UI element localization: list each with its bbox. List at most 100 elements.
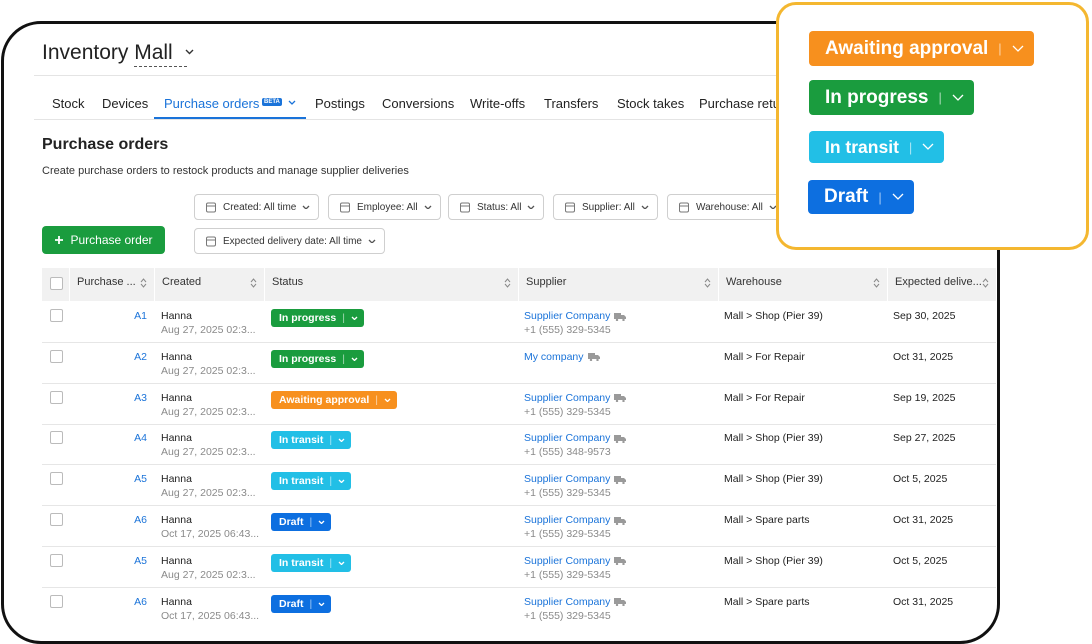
expected-delivery: Sep 27, 2025 [893, 432, 956, 445]
table-row[interactable]: A2 Hanna Aug 27, 2025 02:3... In progress | M… [42, 342, 996, 384]
status-badge-large[interactable]: In transit | [809, 131, 945, 163]
sort-icon [504, 278, 511, 288]
supplier: Supplier Company [524, 554, 627, 567]
page-title: Purchase orders [42, 136, 169, 153]
column-header[interactable]: Expected delive... [887, 268, 996, 301]
sort-icon [982, 278, 989, 288]
column-header[interactable]: Supplier [518, 268, 718, 301]
badge-divider: | [908, 139, 913, 155]
table-row[interactable]: A3 Hanna Aug 27, 2025 02:3... Awaiting appr… [42, 383, 996, 425]
nav-tab[interactable]: Purchase orders [164, 96, 260, 111]
truck-icon [614, 557, 627, 566]
filter-icon [206, 202, 216, 213]
status-badge[interactable]: In progress | [271, 309, 364, 327]
nav-tab[interactable]: Postings [315, 96, 365, 111]
chevron-icon [338, 438, 345, 443]
supplier-link[interactable]: My company [524, 350, 584, 363]
employee: Hanna [161, 554, 192, 567]
nav-tab[interactable]: Stock takes [617, 96, 685, 111]
status-badge[interactable]: In transit | [271, 553, 352, 572]
table-row[interactable]: A6 Hanna Oct 17, 2025 06:43... Draft | Suppli… [42, 505, 996, 547]
nav-tab[interactable]: Conversions [382, 96, 455, 111]
filter-chip[interactable]: Created: All time [194, 194, 320, 220]
created-date: Aug 27, 2025 02:3... [161, 324, 256, 336]
nav-tab[interactable]: Write-offs [470, 96, 526, 111]
row-checkbox[interactable] [50, 513, 63, 526]
table-row[interactable]: A4 Hanna Aug 27, 2025 02:3... In transit | Su… [42, 423, 996, 466]
order-id[interactable]: A6 [134, 595, 147, 608]
chevron-icon [384, 398, 391, 402]
order-id[interactable]: A5 [134, 554, 147, 567]
select-all-checkbox[interactable] [50, 277, 63, 290]
status-badge[interactable]: In progress | [271, 349, 364, 368]
tab-chevron[interactable] [288, 100, 296, 106]
filter-label: Expected delivery date: All time [223, 235, 362, 247]
filter-chip[interactable]: Employee: All [328, 194, 441, 220]
badge-divider: | [329, 434, 333, 447]
table-row[interactable]: A1 Hanna Aug 27, 2025 02:3... In progress | S… [42, 301, 996, 343]
nav-tab[interactable]: Stock [52, 96, 85, 111]
title-chevron[interactable] [185, 49, 194, 55]
nav-tab[interactable]: Devices [102, 96, 149, 111]
filter-chip[interactable]: Supplier: All [553, 194, 658, 220]
column-header[interactable]: Purchase ... [69, 268, 154, 301]
status-badge[interactable]: In transit | [271, 472, 352, 491]
table-row[interactable]: A5 Hanna Aug 27, 2025 02:3... In transit | Su… [42, 464, 996, 507]
nav-tab[interactable]: Transfers [544, 96, 599, 111]
filter-chip[interactable]: Status: All [448, 194, 545, 220]
order-id[interactable]: A5 [134, 473, 147, 486]
row-checkbox[interactable] [50, 390, 63, 404]
employee: Hanna [161, 514, 192, 526]
status-badge[interactable]: Awaiting approval | [271, 390, 397, 409]
filter-chip[interactable]: Warehouse: All [667, 194, 786, 220]
supplier-link[interactable]: Supplier Company [524, 310, 611, 322]
employee: Hanna [161, 350, 192, 363]
table-row[interactable]: A6 Hanna Oct 17, 2025 06:43... Draft | Suppli… [42, 587, 996, 628]
supplier-link[interactable]: Supplier Company [524, 514, 611, 526]
row-checkbox[interactable] [50, 431, 63, 445]
filter-chip[interactable]: Expected delivery date: All time [194, 228, 385, 254]
chevron-icon [641, 205, 649, 210]
status-badge-large[interactable]: In progress | [809, 80, 974, 115]
status-badge-large[interactable]: Awaiting approval | [809, 31, 1034, 66]
status-badge[interactable]: In transit | [271, 431, 352, 450]
expected-delivery: Oct 5, 2025 [893, 554, 948, 567]
nav-tab[interactable]: Purchase retu [699, 96, 780, 111]
row-checkbox[interactable] [50, 472, 63, 486]
supplier-link[interactable]: Supplier Company [524, 473, 611, 486]
created-date: Oct 17, 2025 06:43... [161, 528, 260, 540]
order-id[interactable]: A1 [134, 310, 147, 322]
truck-icon [614, 598, 627, 607]
store-title[interactable]: Inventory Mall [42, 41, 173, 64]
row-checkbox[interactable] [50, 349, 63, 363]
order-id[interactable]: A4 [134, 432, 147, 445]
create-button[interactable]: Purchase order [42, 226, 165, 254]
employee: Hanna [161, 432, 192, 445]
chevron-icon [922, 143, 934, 151]
expected-delivery: Oct 31, 2025 [893, 350, 954, 363]
status-badge[interactable]: Draft | [271, 513, 332, 531]
row-checkbox[interactable] [50, 309, 63, 322]
column-header[interactable]: Status [264, 268, 518, 301]
supplier-link[interactable]: Supplier Company [524, 432, 611, 445]
row-checkbox[interactable] [50, 553, 63, 567]
order-id[interactable]: A6 [134, 514, 147, 526]
table-row[interactable]: A5 Hanna Aug 27, 2025 02:3... In transit | Su… [42, 546, 996, 588]
supplier-link[interactable]: Supplier Company [524, 554, 611, 567]
column-header[interactable]: Created [154, 268, 264, 301]
column-header[interactable]: Warehouse [718, 268, 887, 301]
filter-label: Status: All [477, 201, 522, 213]
row-checkbox[interactable] [50, 594, 63, 608]
warehouse: Mall > Shop (Pier 39) [724, 473, 823, 486]
expected-delivery: Sep 19, 2025 [893, 391, 956, 404]
order-id[interactable]: A3 [134, 391, 147, 404]
created-date: Aug 27, 2025 02:3... [161, 364, 256, 377]
supplier: Supplier Company [524, 391, 627, 404]
supplier-link[interactable]: Supplier Company [524, 595, 611, 608]
status-badge[interactable]: Draft | [271, 594, 332, 613]
chevron-icon [1012, 45, 1024, 52]
supplier-link[interactable]: Supplier Company [524, 391, 611, 404]
status-badge-large[interactable]: Draft | [808, 180, 914, 214]
badge-divider: | [329, 556, 333, 569]
order-id[interactable]: A2 [134, 350, 147, 363]
